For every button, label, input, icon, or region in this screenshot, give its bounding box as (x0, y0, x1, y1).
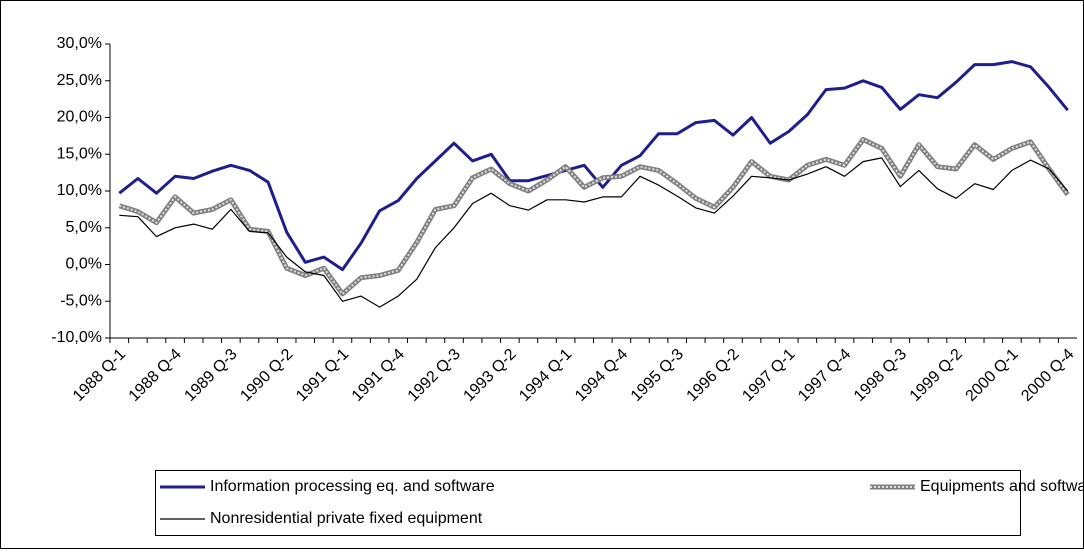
series-line (118, 60, 1069, 272)
y-tick-label: -5,0% (60, 292, 102, 309)
series-line (119, 157, 1069, 308)
legend-frame (155, 470, 1021, 536)
y-tick-label: 25,0% (57, 72, 102, 89)
y-tick-label: 20,0% (57, 109, 102, 126)
legend-label: Equipments and software (920, 478, 1084, 495)
series-line-texture (118, 138, 1069, 296)
y-tick-label: 10,0% (57, 182, 102, 199)
y-tick-label: 15,0% (57, 145, 102, 162)
y-tick-label: 0,0% (66, 256, 102, 273)
legend-label: Information processing eq. and software (210, 478, 495, 495)
y-tick-label: 5,0% (66, 219, 102, 236)
y-tick-label: -10,0% (51, 329, 102, 346)
legend-label: Nonresidential private fixed equipment (210, 510, 483, 527)
y-tick-label: 30,0% (57, 35, 102, 52)
